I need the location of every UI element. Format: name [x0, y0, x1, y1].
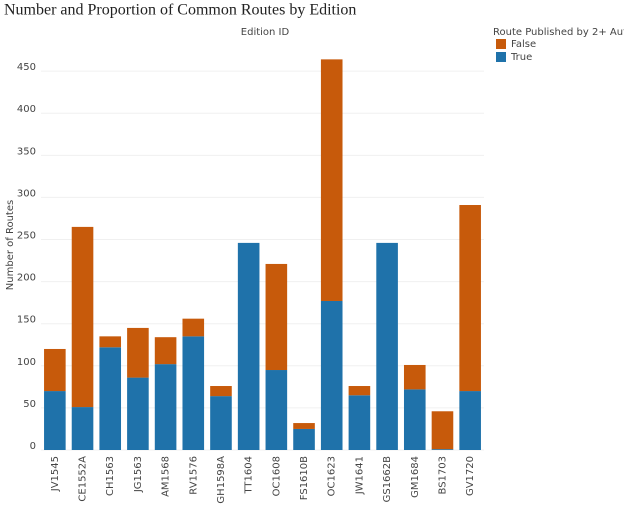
y-tick-label: 350	[17, 146, 36, 157]
bar-segment	[348, 386, 371, 396]
bar-segment	[376, 242, 398, 450]
bar-segment	[99, 336, 122, 348]
legend-swatch	[496, 52, 506, 62]
bar-segment	[210, 396, 232, 450]
legend-title: Route Published by 2+ Authors	[493, 27, 624, 38]
y-tick-label: 450	[17, 62, 36, 73]
x-tick-label: CH1563	[105, 456, 116, 496]
bar-segment	[237, 242, 260, 450]
y-tick-label: 0	[30, 441, 36, 452]
bar-segment	[71, 407, 94, 450]
x-tick-label: GV1720	[465, 456, 476, 496]
x-tick-label: OC1623	[327, 456, 338, 496]
legend-label: True	[510, 52, 532, 63]
bar-segment	[320, 59, 343, 301]
bar-segment	[99, 347, 122, 450]
y-tick-label: 50	[23, 399, 36, 410]
x-tick-label: AM1568	[161, 456, 172, 497]
bar-segment	[71, 226, 94, 408]
y-tick-label: 400	[17, 104, 36, 115]
bar-segment	[403, 389, 426, 450]
bar-segment	[154, 337, 177, 365]
x-tick-label: GS1662B	[382, 456, 393, 503]
chart-title: Number and Proportion of Common Routes b…	[4, 2, 356, 19]
bar-segment	[293, 428, 315, 450]
bar-segment	[320, 300, 343, 450]
x-tick-label: JW1641	[354, 456, 365, 495]
bar-segment	[431, 411, 454, 450]
y-tick-label: 250	[17, 231, 36, 242]
bar-segment	[459, 391, 481, 450]
x-tick-label: FS1610B	[299, 456, 310, 500]
x-tick-label: CE1552A	[78, 456, 89, 502]
x-axis-title: Edition ID	[241, 27, 290, 38]
legend-label: False	[511, 39, 536, 50]
y-tick-label: 200	[17, 273, 36, 284]
x-tick-label: JV1545	[50, 456, 61, 492]
x-tick-label: GM1684	[410, 456, 421, 498]
x-tick-label: OC1608	[271, 456, 282, 496]
bar-segment	[182, 336, 205, 450]
bar-segment	[154, 364, 177, 450]
bar-segment	[348, 395, 371, 450]
bar-segment	[210, 386, 232, 397]
x-tick-label: GH1598A	[216, 456, 227, 504]
bar-segment	[44, 391, 66, 450]
bar-segment	[265, 263, 288, 371]
x-tick-label: JG1563	[133, 456, 144, 493]
y-tick-label: 100	[17, 357, 36, 368]
bar-segment	[127, 377, 149, 450]
bar-segment	[459, 205, 481, 392]
bar-segment	[182, 318, 205, 337]
y-tick-label: 150	[17, 315, 36, 326]
x-tick-label: TT1604	[244, 456, 255, 495]
y-tick-label: 300	[17, 188, 36, 199]
bar-segment	[403, 364, 426, 390]
bar-segment	[44, 348, 66, 392]
x-tick-label: BS1703	[437, 456, 448, 494]
bar-segment	[127, 327, 149, 378]
legend-swatch	[496, 39, 506, 49]
x-tick-label: RV1576	[188, 456, 199, 495]
bar-segment	[431, 449, 454, 450]
y-axis-title: Number of Routes	[5, 200, 16, 290]
bar-segment	[293, 423, 315, 429]
bar-segment	[265, 370, 288, 450]
